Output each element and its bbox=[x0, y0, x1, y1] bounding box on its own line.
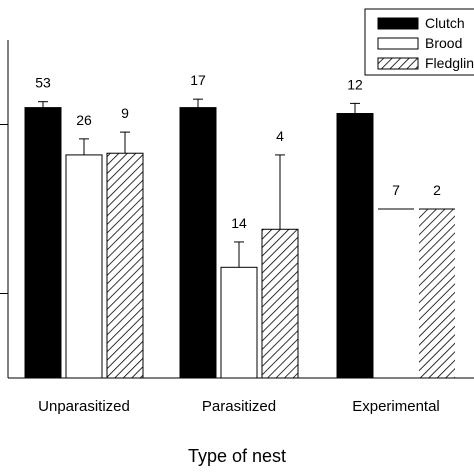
bar-clutch-parasitized bbox=[179, 107, 217, 379]
sample-size-label: 7 bbox=[392, 182, 400, 198]
bar-clutch-experimental bbox=[336, 113, 374, 379]
sample-size-label: 4 bbox=[276, 128, 284, 144]
legend-label-brood: Brood bbox=[425, 35, 462, 51]
legend-label-clutch: Clutch bbox=[425, 15, 465, 31]
bar-brood-parasitized bbox=[220, 266, 258, 379]
axes bbox=[0, 40, 474, 379]
sample-size-label: 2 bbox=[433, 182, 441, 198]
sample-size-label: 17 bbox=[190, 72, 206, 88]
bar-brood-unparasitized bbox=[65, 154, 103, 379]
plot-area: 53 17 12 26 14 7 9 4 2 bbox=[24, 72, 455, 379]
legend-swatch-fledglings bbox=[377, 57, 419, 70]
bar-fledglings-experimental bbox=[419, 209, 455, 378]
x-tick-label: Parasitized bbox=[202, 398, 276, 415]
sample-size-label: 12 bbox=[347, 76, 363, 92]
legend: Clutch Brood Fledglings bbox=[364, 8, 474, 76]
bar-fledglings-parasitized bbox=[261, 228, 299, 379]
sample-size-label: 53 bbox=[35, 75, 51, 91]
x-tick-label: Experimental bbox=[352, 398, 440, 415]
x-tick-label: Unparasitized bbox=[38, 398, 130, 415]
bar-fledglings-unparasitized bbox=[106, 152, 144, 379]
legend-label-fledglings: Fledglings bbox=[425, 55, 474, 71]
sample-size-label: 14 bbox=[231, 215, 247, 231]
bar-clutch-unparasitized bbox=[24, 107, 62, 379]
sample-size-label: 9 bbox=[121, 105, 129, 121]
sample-size-label: 26 bbox=[76, 112, 92, 128]
legend-swatch-clutch bbox=[377, 17, 419, 30]
bar-brood-experimental bbox=[378, 209, 414, 378]
legend-swatch-brood bbox=[377, 37, 419, 50]
x-axis-label: Type of nest bbox=[188, 446, 286, 466]
x-tick-labels: Unparasitized Parasitized Experimental bbox=[38, 398, 440, 415]
